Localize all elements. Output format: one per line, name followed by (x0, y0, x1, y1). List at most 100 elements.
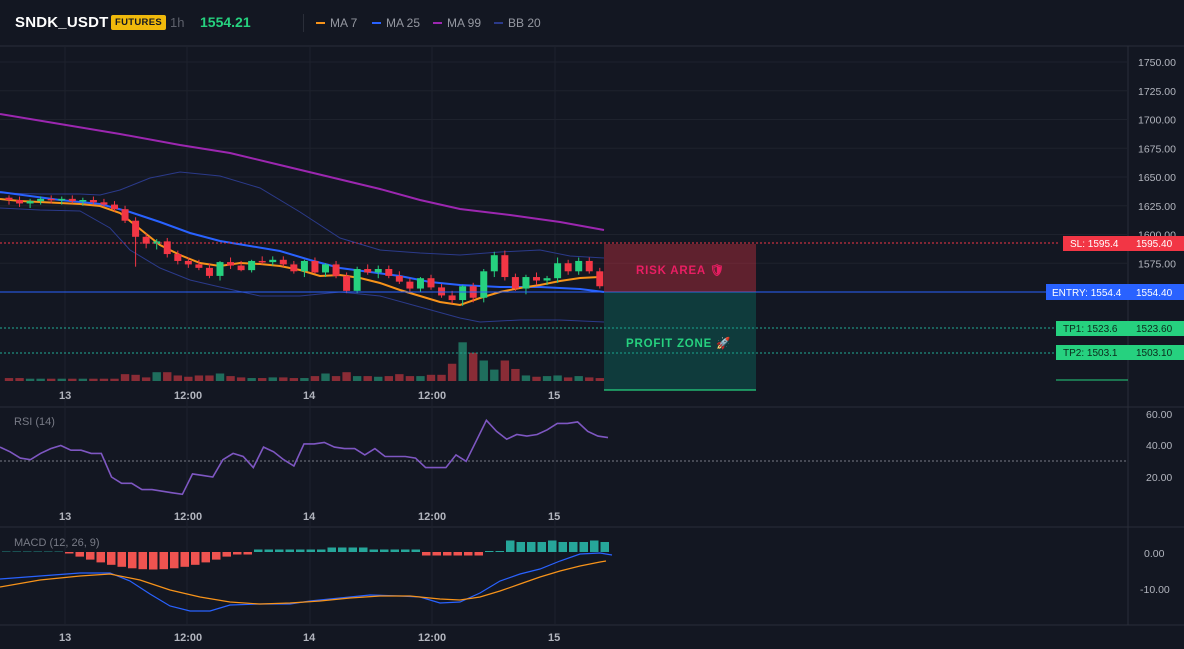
macd-histogram-bar (327, 547, 336, 552)
candle-body (174, 254, 182, 261)
legend-ma99[interactable]: MA 99 (433, 16, 481, 30)
volume-bar (416, 376, 425, 381)
volume-bar (258, 378, 267, 381)
profit-zone-label: PROFIT ZONE 🚀 (626, 336, 731, 350)
tp1-tag[interactable] (1056, 321, 1128, 336)
volume-bar (405, 376, 415, 381)
candle-body (227, 262, 235, 266)
volume-bar (469, 352, 478, 381)
candle-body (300, 260, 308, 272)
candle-body (132, 220, 140, 237)
price-axis[interactable]: 1750.00 1725.00 1700.00 1675.00 1650.00 1625.… (1138, 57, 1176, 299)
candle-body (47, 198, 55, 201)
tp2-tag[interactable] (1056, 345, 1128, 360)
legend-ma7[interactable]: MA 7 (316, 16, 357, 30)
ma25-swatch (372, 22, 381, 24)
volume-bar (289, 378, 299, 381)
entry-tag[interactable] (1046, 284, 1128, 300)
macd-title: MACD (12, 26, 9) (14, 537, 100, 549)
candle-body (427, 278, 435, 288)
macd-histogram-bar (390, 549, 399, 552)
candle-body (585, 260, 593, 272)
macd-histogram-bar (138, 552, 147, 570)
volume-bar (89, 378, 98, 381)
macd-histogram-bar (338, 547, 347, 552)
macd-histogram-bar (96, 552, 105, 563)
volume-bar (426, 374, 436, 381)
volume-bar (247, 378, 256, 381)
candle-body (248, 260, 256, 271)
chart-header: SNDK_USDT FUTURES 1h 1554.21 MA 7 MA 25 … (0, 0, 1184, 46)
symbol-title[interactable]: SNDK_USDT (15, 14, 109, 31)
volume-bar (194, 375, 204, 381)
candle-body (438, 287, 446, 296)
macd-histogram (2, 540, 609, 570)
candle-body (575, 260, 583, 272)
candle-body (58, 198, 66, 201)
tp1-tag-text: TP1: 1523.6 (1063, 324, 1118, 335)
macd-time-13: 13 (59, 632, 71, 644)
macd-histogram-bar (380, 549, 389, 552)
futures-badge: FUTURES (111, 15, 166, 30)
macd-histogram-bar (485, 551, 494, 552)
volume-bar (120, 374, 130, 381)
bb20-swatch (494, 22, 503, 24)
time-label-13: 13 (59, 390, 71, 402)
candle-body (533, 277, 540, 281)
macd-histogram-bar (191, 552, 200, 565)
macd-histogram-bar (159, 552, 168, 570)
macd-axis-neg10: -10.00 (1140, 584, 1170, 596)
tp1-price-text: 1523.60 (1136, 324, 1173, 335)
volume-bar (110, 378, 119, 381)
macd-signal-line (0, 560, 607, 605)
candle-body (406, 281, 414, 289)
macd-histogram-bar (537, 542, 546, 552)
macd-histogram-bar (369, 549, 378, 552)
price-axis-label: 1575.00 (1138, 258, 1176, 270)
volume-bar (595, 378, 604, 381)
candle-body (490, 255, 498, 272)
volume-bar (363, 376, 372, 381)
candle-body (100, 202, 108, 205)
macd-histogram-bar (275, 549, 284, 552)
volume-bar (352, 376, 362, 381)
volume-bar (585, 377, 594, 381)
volume-bar (458, 342, 467, 381)
rsi-time-13: 13 (59, 511, 71, 523)
macd-time-15: 15 (548, 632, 560, 644)
volume-bar (279, 377, 288, 381)
ma99-swatch (433, 22, 442, 24)
candle-body (37, 198, 45, 202)
macd-histogram-bar (170, 552, 179, 569)
entry-price-badge (1128, 284, 1184, 300)
volume-bar (215, 373, 225, 381)
macd-histogram-bar (222, 552, 231, 557)
macd-time-axis[interactable]: 13 12:00 14 12:00 15 (59, 632, 560, 644)
macd-histogram-bar (348, 547, 357, 552)
candle-body (596, 271, 604, 287)
candle-body (480, 271, 488, 298)
candle-body (522, 277, 530, 289)
volume-bar (490, 369, 499, 381)
volume-bar (15, 378, 24, 381)
macd-axis[interactable]: 0.00 -10.00 (1140, 548, 1170, 596)
macd-histogram-bar (516, 542, 525, 552)
macd-histogram-bar (296, 549, 305, 552)
timeframe-label[interactable]: 1h (170, 15, 185, 30)
rsi-time-axis[interactable]: 13 12:00 14 12:00 15 (59, 511, 560, 523)
rsi-axis[interactable]: 60.00 40.00 20.00 (1146, 409, 1172, 484)
main-time-axis[interactable]: 13 12:00 14 12:00 15 (59, 390, 560, 402)
macd-histogram-bar (569, 542, 578, 552)
legend-bb20[interactable]: BB 20 (494, 16, 541, 30)
tp2-tag-text: TP2: 1503.1 (1063, 348, 1118, 359)
macd-axis-0: 0.00 (1144, 548, 1165, 560)
header-divider (303, 14, 304, 32)
legend-ma25[interactable]: MA 25 (372, 16, 420, 30)
entry-tag-text: ENTRY: 1554.4 (1052, 288, 1122, 299)
sl-tag[interactable] (1063, 236, 1128, 251)
volume-bar (152, 372, 161, 381)
candle-body (68, 198, 76, 202)
candle-body (269, 259, 277, 263)
candle-body (216, 262, 224, 276)
